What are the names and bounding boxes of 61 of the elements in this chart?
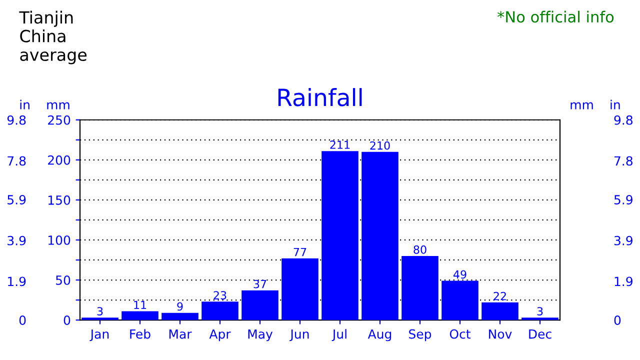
bar bbox=[402, 256, 438, 320]
bar bbox=[282, 258, 318, 320]
y3-tick-label: 9.8 bbox=[7, 115, 26, 125]
x-tick-label: Jun bbox=[290, 329, 309, 342]
y2-tick-label: 3.9 bbox=[614, 236, 632, 246]
y-tick-label: 50 bbox=[56, 275, 70, 285]
y3-tick-label: 3.9 bbox=[8, 236, 26, 246]
bar bbox=[322, 151, 358, 320]
x-tick-label: Aug bbox=[368, 329, 392, 342]
bar bbox=[442, 280, 478, 320]
bar bbox=[482, 302, 518, 320]
y2-axis-title: in bbox=[610, 100, 620, 110]
y-tick-label: 250 bbox=[48, 115, 70, 125]
bar bbox=[162, 312, 198, 320]
y2-tick-label: 5.9 bbox=[614, 195, 632, 204]
data-label: 37 bbox=[254, 280, 266, 288]
y-tick-label: 200 bbox=[48, 155, 70, 165]
x-tick-label: Sep bbox=[409, 329, 432, 342]
x-tick-label: Apr bbox=[209, 329, 231, 342]
text: mm bbox=[570, 102, 593, 110]
y-axis-title: mm bbox=[47, 102, 70, 110]
x-tick-label: Nov bbox=[489, 329, 512, 339]
x-tick-label: Mar bbox=[169, 329, 192, 339]
y-tick-label: 0 bbox=[64, 316, 70, 325]
data-label: 211 bbox=[330, 140, 350, 149]
y3-tick-label: 7.8 bbox=[8, 156, 26, 166]
text: Tianjin China average bbox=[19, 10, 87, 64]
y2-tick-label: 9.8 bbox=[614, 115, 632, 125]
bar bbox=[242, 290, 278, 320]
x-tick-label: Jul bbox=[332, 329, 346, 342]
data-label: 11 bbox=[134, 300, 146, 309]
x-tick-label: May bbox=[248, 329, 273, 342]
bar bbox=[82, 318, 118, 320]
x-tick-label: Jan bbox=[90, 329, 109, 342]
x-tick-label: Feb bbox=[130, 329, 150, 339]
y2-tick-label: 7.8 bbox=[614, 156, 632, 166]
data-label: 49 bbox=[453, 270, 466, 279]
y2-tick-label: 0 bbox=[614, 316, 621, 325]
data-label: 77 bbox=[294, 248, 306, 256]
y-tick-label: 150 bbox=[48, 195, 70, 205]
bar bbox=[202, 302, 238, 320]
bar bbox=[522, 318, 558, 320]
data-label: 3 bbox=[537, 307, 543, 316]
bar bbox=[362, 152, 398, 320]
y2-tick-label: 1.9 bbox=[614, 276, 632, 286]
data-label: 23 bbox=[214, 291, 226, 300]
y3-axis-title: in bbox=[20, 100, 30, 110]
chart-title: Rainfall bbox=[278, 88, 362, 106]
data-label: 3 bbox=[97, 307, 103, 316]
data-label: 210 bbox=[370, 141, 390, 150]
text: *No official info bbox=[497, 10, 614, 23]
y-tick-label: 100 bbox=[48, 235, 70, 245]
x-tick-label: Dec bbox=[529, 329, 552, 339]
x-tick-label: Oct bbox=[450, 329, 471, 339]
data-label: 9 bbox=[177, 302, 183, 311]
y3-tick-label: 0 bbox=[19, 316, 26, 325]
data-label: 80 bbox=[414, 245, 426, 254]
y3-tick-label: 5.9 bbox=[8, 195, 26, 204]
data-label: 22 bbox=[494, 292, 506, 300]
y3-tick-label: 1.9 bbox=[8, 276, 26, 286]
bar bbox=[122, 311, 158, 320]
